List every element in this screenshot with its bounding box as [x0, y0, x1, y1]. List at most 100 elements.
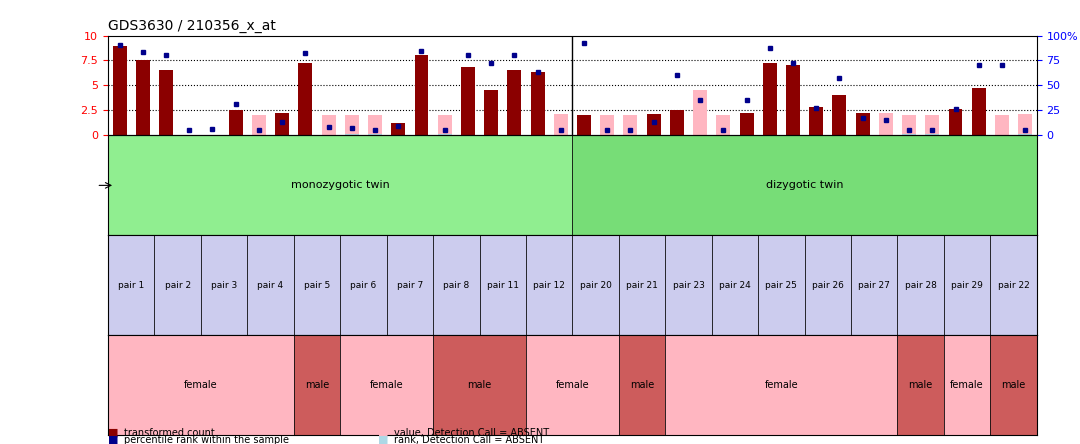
Bar — [693, 91, 707, 135]
Bar — [252, 115, 266, 135]
Bar — [391, 123, 405, 135]
FancyBboxPatch shape — [154, 235, 201, 335]
FancyBboxPatch shape — [619, 235, 665, 335]
Text: ■: ■ — [378, 428, 389, 438]
Text: pair 23: pair 23 — [673, 281, 704, 290]
Text: pair 24: pair 24 — [719, 281, 751, 290]
Bar — [972, 88, 986, 135]
Text: pair 12: pair 12 — [534, 281, 565, 290]
Bar — [833, 95, 847, 135]
Bar — [298, 63, 312, 135]
Bar — [368, 115, 382, 135]
FancyBboxPatch shape — [433, 235, 480, 335]
Bar — [1018, 134, 1032, 135]
Text: female: female — [184, 380, 218, 390]
Text: pair 11: pair 11 — [487, 281, 518, 290]
Text: GDS3630 / 210356_x_at: GDS3630 / 210356_x_at — [108, 19, 275, 33]
Text: pair 3: pair 3 — [211, 281, 238, 290]
FancyBboxPatch shape — [572, 235, 619, 335]
FancyBboxPatch shape — [294, 335, 340, 435]
Text: male: male — [305, 380, 329, 390]
Bar — [623, 115, 637, 135]
Text: pair 20: pair 20 — [580, 281, 611, 290]
Text: pair 2: pair 2 — [164, 281, 191, 290]
Bar — [926, 115, 940, 135]
Bar — [229, 111, 243, 135]
Bar — [647, 115, 661, 135]
Text: pair 25: pair 25 — [766, 281, 797, 290]
Text: male: male — [468, 380, 491, 390]
FancyBboxPatch shape — [944, 335, 990, 435]
FancyBboxPatch shape — [340, 235, 387, 335]
Text: value, Detection Call = ABSENT: value, Detection Call = ABSENT — [394, 428, 550, 438]
FancyBboxPatch shape — [712, 235, 758, 335]
FancyBboxPatch shape — [665, 235, 712, 335]
Text: monozygotic twin: monozygotic twin — [291, 180, 390, 190]
Bar — [786, 66, 800, 135]
Bar — [670, 111, 684, 135]
Text: ■: ■ — [108, 428, 119, 438]
Text: pair 29: pair 29 — [951, 281, 983, 290]
Bar — [508, 71, 522, 135]
Text: male: male — [908, 380, 933, 390]
Bar — [879, 114, 893, 135]
Text: pair 22: pair 22 — [998, 281, 1029, 290]
Bar — [275, 114, 289, 135]
Text: pair 5: pair 5 — [303, 281, 330, 290]
Bar — [577, 115, 591, 135]
Bar — [322, 115, 336, 135]
Bar — [902, 115, 916, 135]
Bar — [600, 115, 615, 135]
Text: ■: ■ — [108, 435, 119, 444]
Text: pair 28: pair 28 — [905, 281, 936, 290]
Bar — [437, 115, 451, 135]
FancyBboxPatch shape — [619, 335, 665, 435]
FancyBboxPatch shape — [758, 235, 805, 335]
FancyBboxPatch shape — [851, 235, 897, 335]
Bar — [902, 134, 916, 135]
Bar — [484, 91, 498, 135]
Bar — [948, 110, 962, 135]
Text: ■: ■ — [378, 435, 389, 444]
Bar — [112, 46, 126, 135]
Text: pair 7: pair 7 — [396, 281, 423, 290]
Text: dizygotic twin: dizygotic twin — [766, 180, 843, 190]
FancyBboxPatch shape — [294, 235, 340, 335]
FancyBboxPatch shape — [990, 335, 1037, 435]
FancyBboxPatch shape — [480, 235, 526, 335]
FancyBboxPatch shape — [201, 235, 247, 335]
Text: male: male — [1001, 380, 1026, 390]
FancyBboxPatch shape — [108, 335, 294, 435]
Text: female: female — [555, 380, 590, 390]
FancyBboxPatch shape — [665, 335, 897, 435]
FancyBboxPatch shape — [572, 135, 1037, 235]
Bar — [716, 115, 730, 135]
Bar — [762, 63, 777, 135]
Text: male: male — [630, 380, 654, 390]
Bar — [345, 115, 359, 135]
FancyBboxPatch shape — [526, 235, 572, 335]
FancyBboxPatch shape — [990, 235, 1037, 335]
FancyBboxPatch shape — [944, 235, 990, 335]
Text: female: female — [369, 380, 404, 390]
Bar — [995, 115, 1009, 135]
Text: pair 27: pair 27 — [859, 281, 890, 290]
Text: pair 26: pair 26 — [812, 281, 843, 290]
FancyBboxPatch shape — [108, 235, 154, 335]
Text: pair 8: pair 8 — [443, 281, 470, 290]
Bar — [926, 134, 940, 135]
FancyBboxPatch shape — [897, 235, 944, 335]
FancyBboxPatch shape — [526, 335, 619, 435]
Bar — [345, 134, 359, 135]
FancyBboxPatch shape — [387, 235, 433, 335]
Text: female: female — [765, 380, 798, 390]
Bar — [740, 114, 754, 135]
Text: rank, Detection Call = ABSENT: rank, Detection Call = ABSENT — [394, 435, 544, 444]
Bar — [136, 60, 150, 135]
Text: percentile rank within the sample: percentile rank within the sample — [124, 435, 289, 444]
Text: pair 6: pair 6 — [350, 281, 377, 290]
Bar — [159, 71, 173, 135]
Bar — [809, 107, 823, 135]
Bar — [530, 72, 544, 135]
FancyBboxPatch shape — [433, 335, 526, 435]
